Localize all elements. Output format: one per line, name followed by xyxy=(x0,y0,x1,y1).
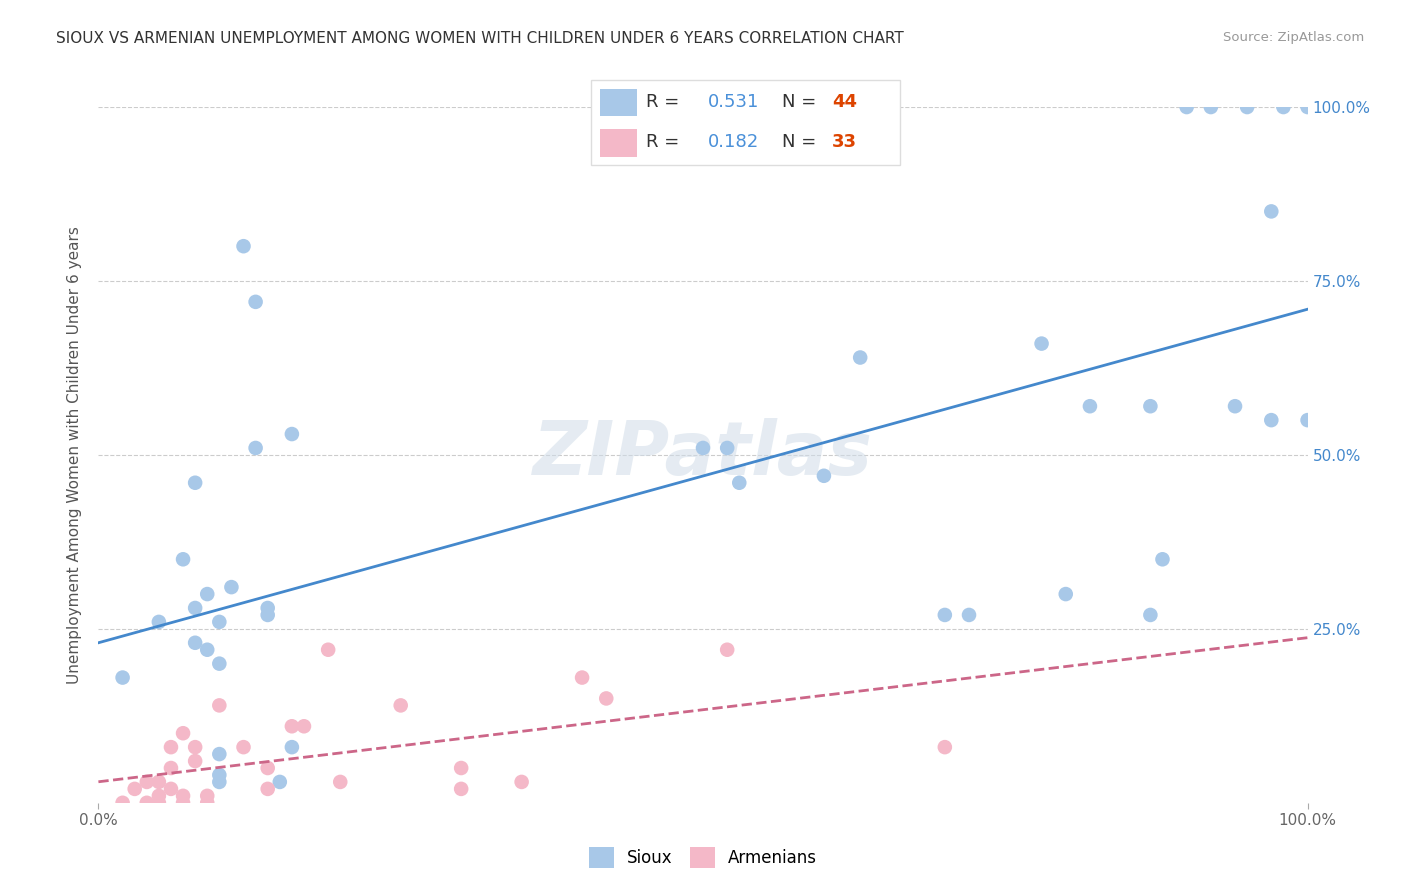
Point xyxy=(849,351,872,365)
Point xyxy=(245,441,267,455)
Point xyxy=(208,615,231,629)
Point xyxy=(1139,607,1161,622)
Point xyxy=(172,789,194,803)
Point xyxy=(1223,399,1246,413)
Point xyxy=(292,719,315,733)
Point xyxy=(208,698,231,713)
Point xyxy=(135,775,157,789)
Text: 0.182: 0.182 xyxy=(709,133,759,151)
Point xyxy=(160,740,183,755)
Point xyxy=(172,726,194,740)
Text: N =: N = xyxy=(782,133,823,151)
Text: 44: 44 xyxy=(832,94,856,112)
Point xyxy=(1054,587,1077,601)
Point xyxy=(148,615,170,629)
Point xyxy=(148,775,170,789)
Point xyxy=(1139,399,1161,413)
Point xyxy=(195,796,218,810)
Point xyxy=(208,768,231,782)
Point xyxy=(184,475,207,490)
Point xyxy=(111,796,134,810)
Text: R =: R = xyxy=(647,94,685,112)
Point xyxy=(1236,100,1258,114)
Text: ZIPatlas: ZIPatlas xyxy=(533,418,873,491)
Point xyxy=(1152,552,1174,566)
Point xyxy=(195,642,218,657)
Point xyxy=(221,580,243,594)
Point xyxy=(245,294,267,309)
Point xyxy=(1296,413,1319,427)
Point xyxy=(111,671,134,685)
Point xyxy=(934,607,956,622)
Point xyxy=(208,747,231,761)
Point xyxy=(571,671,593,685)
Point xyxy=(184,740,207,755)
Text: Source: ZipAtlas.com: Source: ZipAtlas.com xyxy=(1223,31,1364,45)
Point xyxy=(184,754,207,768)
Point xyxy=(389,698,412,713)
Point xyxy=(281,719,304,733)
Point xyxy=(692,441,714,455)
Point xyxy=(124,781,146,796)
Point xyxy=(813,468,835,483)
Point xyxy=(172,796,194,810)
Point xyxy=(148,796,170,810)
Point xyxy=(160,781,183,796)
Point xyxy=(172,552,194,566)
Point xyxy=(716,441,738,455)
FancyBboxPatch shape xyxy=(591,80,900,165)
Point xyxy=(595,691,617,706)
Point xyxy=(256,601,278,615)
FancyBboxPatch shape xyxy=(600,129,637,157)
Point xyxy=(281,427,304,442)
Point xyxy=(934,740,956,755)
Point xyxy=(135,796,157,810)
Point xyxy=(256,607,278,622)
Point xyxy=(184,636,207,650)
Point xyxy=(1272,100,1295,114)
Point xyxy=(510,775,533,789)
Point xyxy=(957,607,980,622)
Point xyxy=(716,642,738,657)
Point xyxy=(232,740,254,755)
Point xyxy=(1175,100,1198,114)
Point xyxy=(316,642,339,657)
Text: N =: N = xyxy=(782,94,823,112)
Point xyxy=(195,587,218,601)
Point xyxy=(1260,413,1282,427)
Point xyxy=(256,761,278,775)
Point xyxy=(281,740,304,755)
Point xyxy=(148,789,170,803)
Point xyxy=(208,657,231,671)
Point xyxy=(450,781,472,796)
Legend: Sioux, Armenians: Sioux, Armenians xyxy=(582,841,824,874)
Text: 33: 33 xyxy=(832,133,856,151)
Point xyxy=(1078,399,1101,413)
FancyBboxPatch shape xyxy=(600,89,637,116)
Point xyxy=(1296,100,1319,114)
Text: 0.531: 0.531 xyxy=(709,94,759,112)
Point xyxy=(256,781,278,796)
Text: SIOUX VS ARMENIAN UNEMPLOYMENT AMONG WOMEN WITH CHILDREN UNDER 6 YEARS CORRELATI: SIOUX VS ARMENIAN UNEMPLOYMENT AMONG WOM… xyxy=(56,31,904,46)
Text: R =: R = xyxy=(647,133,685,151)
Point xyxy=(232,239,254,253)
Point xyxy=(160,761,183,775)
Y-axis label: Unemployment Among Women with Children Under 6 years: Unemployment Among Women with Children U… xyxy=(67,226,83,684)
Point xyxy=(184,601,207,615)
Point xyxy=(329,775,352,789)
Point xyxy=(1031,336,1053,351)
Point xyxy=(269,775,291,789)
Point xyxy=(208,775,231,789)
Point xyxy=(195,789,218,803)
Point xyxy=(450,761,472,775)
Point xyxy=(728,475,751,490)
Point xyxy=(1260,204,1282,219)
Point xyxy=(1199,100,1222,114)
